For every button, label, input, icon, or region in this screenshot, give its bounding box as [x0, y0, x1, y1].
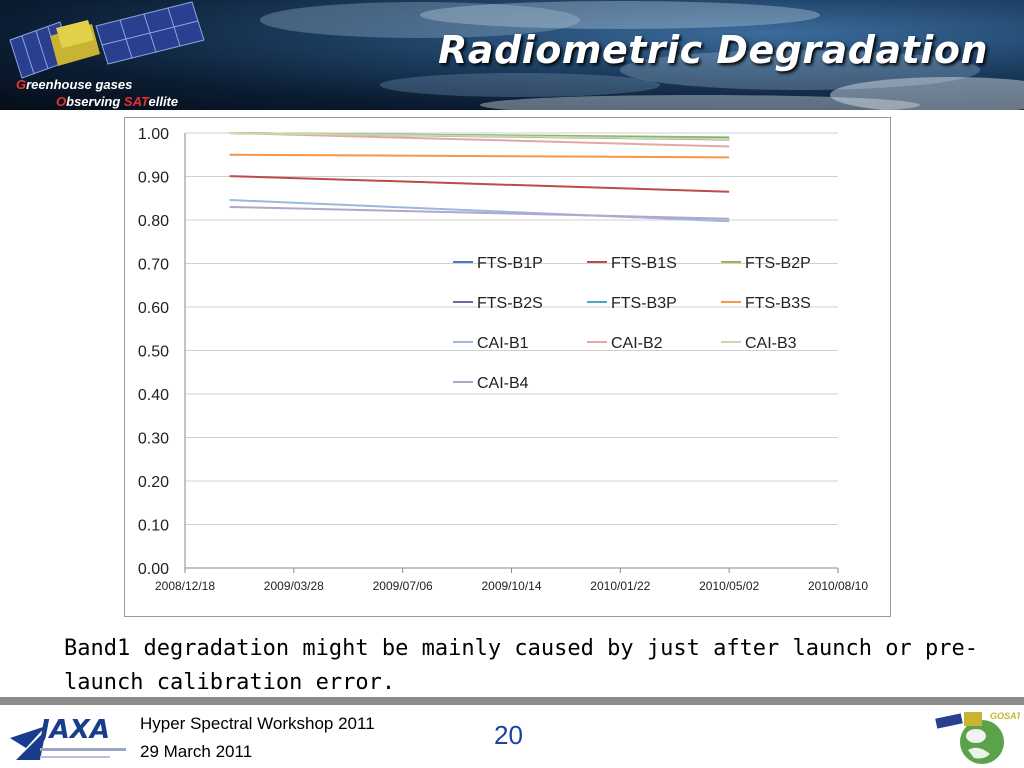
y-tick-label: 0.90 — [138, 170, 169, 187]
legend-label: CAI-B2 — [611, 335, 663, 352]
y-tick-label: 0.50 — [138, 344, 169, 361]
header-banner: Greenhouse gases Observing SATellite Rad… — [0, 0, 1024, 110]
svg-text:GOSAT: GOSAT — [990, 711, 1020, 721]
earth-clouds-background — [260, 1, 1024, 110]
series-line — [229, 132, 730, 148]
series-line — [229, 175, 730, 193]
x-tick-label: 2010/01/22 — [590, 579, 650, 593]
y-tick-label: 0.30 — [138, 431, 169, 448]
legend-label: CAI-B4 — [477, 375, 529, 392]
series-line — [229, 132, 730, 141]
satellite-icon — [9, 1, 205, 79]
series-line — [229, 198, 730, 223]
legend-label: FTS-B3S — [745, 295, 811, 312]
series-line — [229, 153, 730, 159]
x-tick-label: 2008/12/18 — [155, 579, 215, 593]
legend-label: CAI-B1 — [477, 335, 529, 352]
line-chart: 0.00 0.10 0.20 0.30 0.40 0.50 0.60 0.70 0.80 0.90… — [138, 126, 868, 593]
footer-event: Hyper Spectral Workshop 2011 — [140, 714, 375, 733]
footer-date: 29 March 2011 — [140, 742, 253, 761]
x-tick-label: 2010/08/10 — [808, 579, 868, 593]
x-tick-label: 2010/05/02 — [699, 579, 759, 593]
y-tick-label: 0.60 — [138, 300, 169, 317]
legend-label: FTS-B2P — [745, 255, 811, 272]
slide-caption: Band1 degradation might be mainly caused… — [64, 636, 978, 695]
y-tick-label: 1.00 — [138, 126, 169, 143]
gosat-wordmark: Greenhouse gases Observing SATellite — [16, 77, 179, 109]
x-tick-label: 2009/03/28 — [264, 579, 324, 593]
legend-label: FTS-B1P — [477, 255, 543, 272]
legend-label: FTS-B1S — [611, 255, 677, 272]
footer-divider — [0, 697, 1024, 705]
y-tick-label: 0.10 — [138, 518, 169, 535]
jaxa-logo: JAXA — [10, 715, 126, 760]
legend-label: CAI-B3 — [745, 335, 797, 352]
legend-label: FTS-B2S — [477, 295, 543, 312]
series-line — [229, 205, 730, 220]
svg-text:JAXA: JAXA — [35, 715, 110, 745]
gosat-globe-logo: GOSAT — [935, 711, 1020, 764]
x-tick-label: 2009/07/06 — [373, 579, 433, 593]
x-tick-label: 2009/10/14 — [481, 579, 541, 593]
legend-label: FTS-B3P — [611, 295, 677, 312]
y-tick-label: 0.40 — [138, 387, 169, 404]
y-tick-label: 0.20 — [138, 474, 169, 491]
chart-container: 0.00 0.10 0.20 0.30 0.40 0.50 0.60 0.70 0.80 0.90… — [124, 117, 891, 617]
page-number: 20 — [494, 720, 523, 750]
y-tick-label: 0.80 — [138, 213, 169, 230]
y-tick-label: 0.70 — [138, 257, 169, 274]
y-tick-label: 0.00 — [138, 561, 169, 578]
slide-title: Radiometric Degradation — [438, 28, 988, 72]
